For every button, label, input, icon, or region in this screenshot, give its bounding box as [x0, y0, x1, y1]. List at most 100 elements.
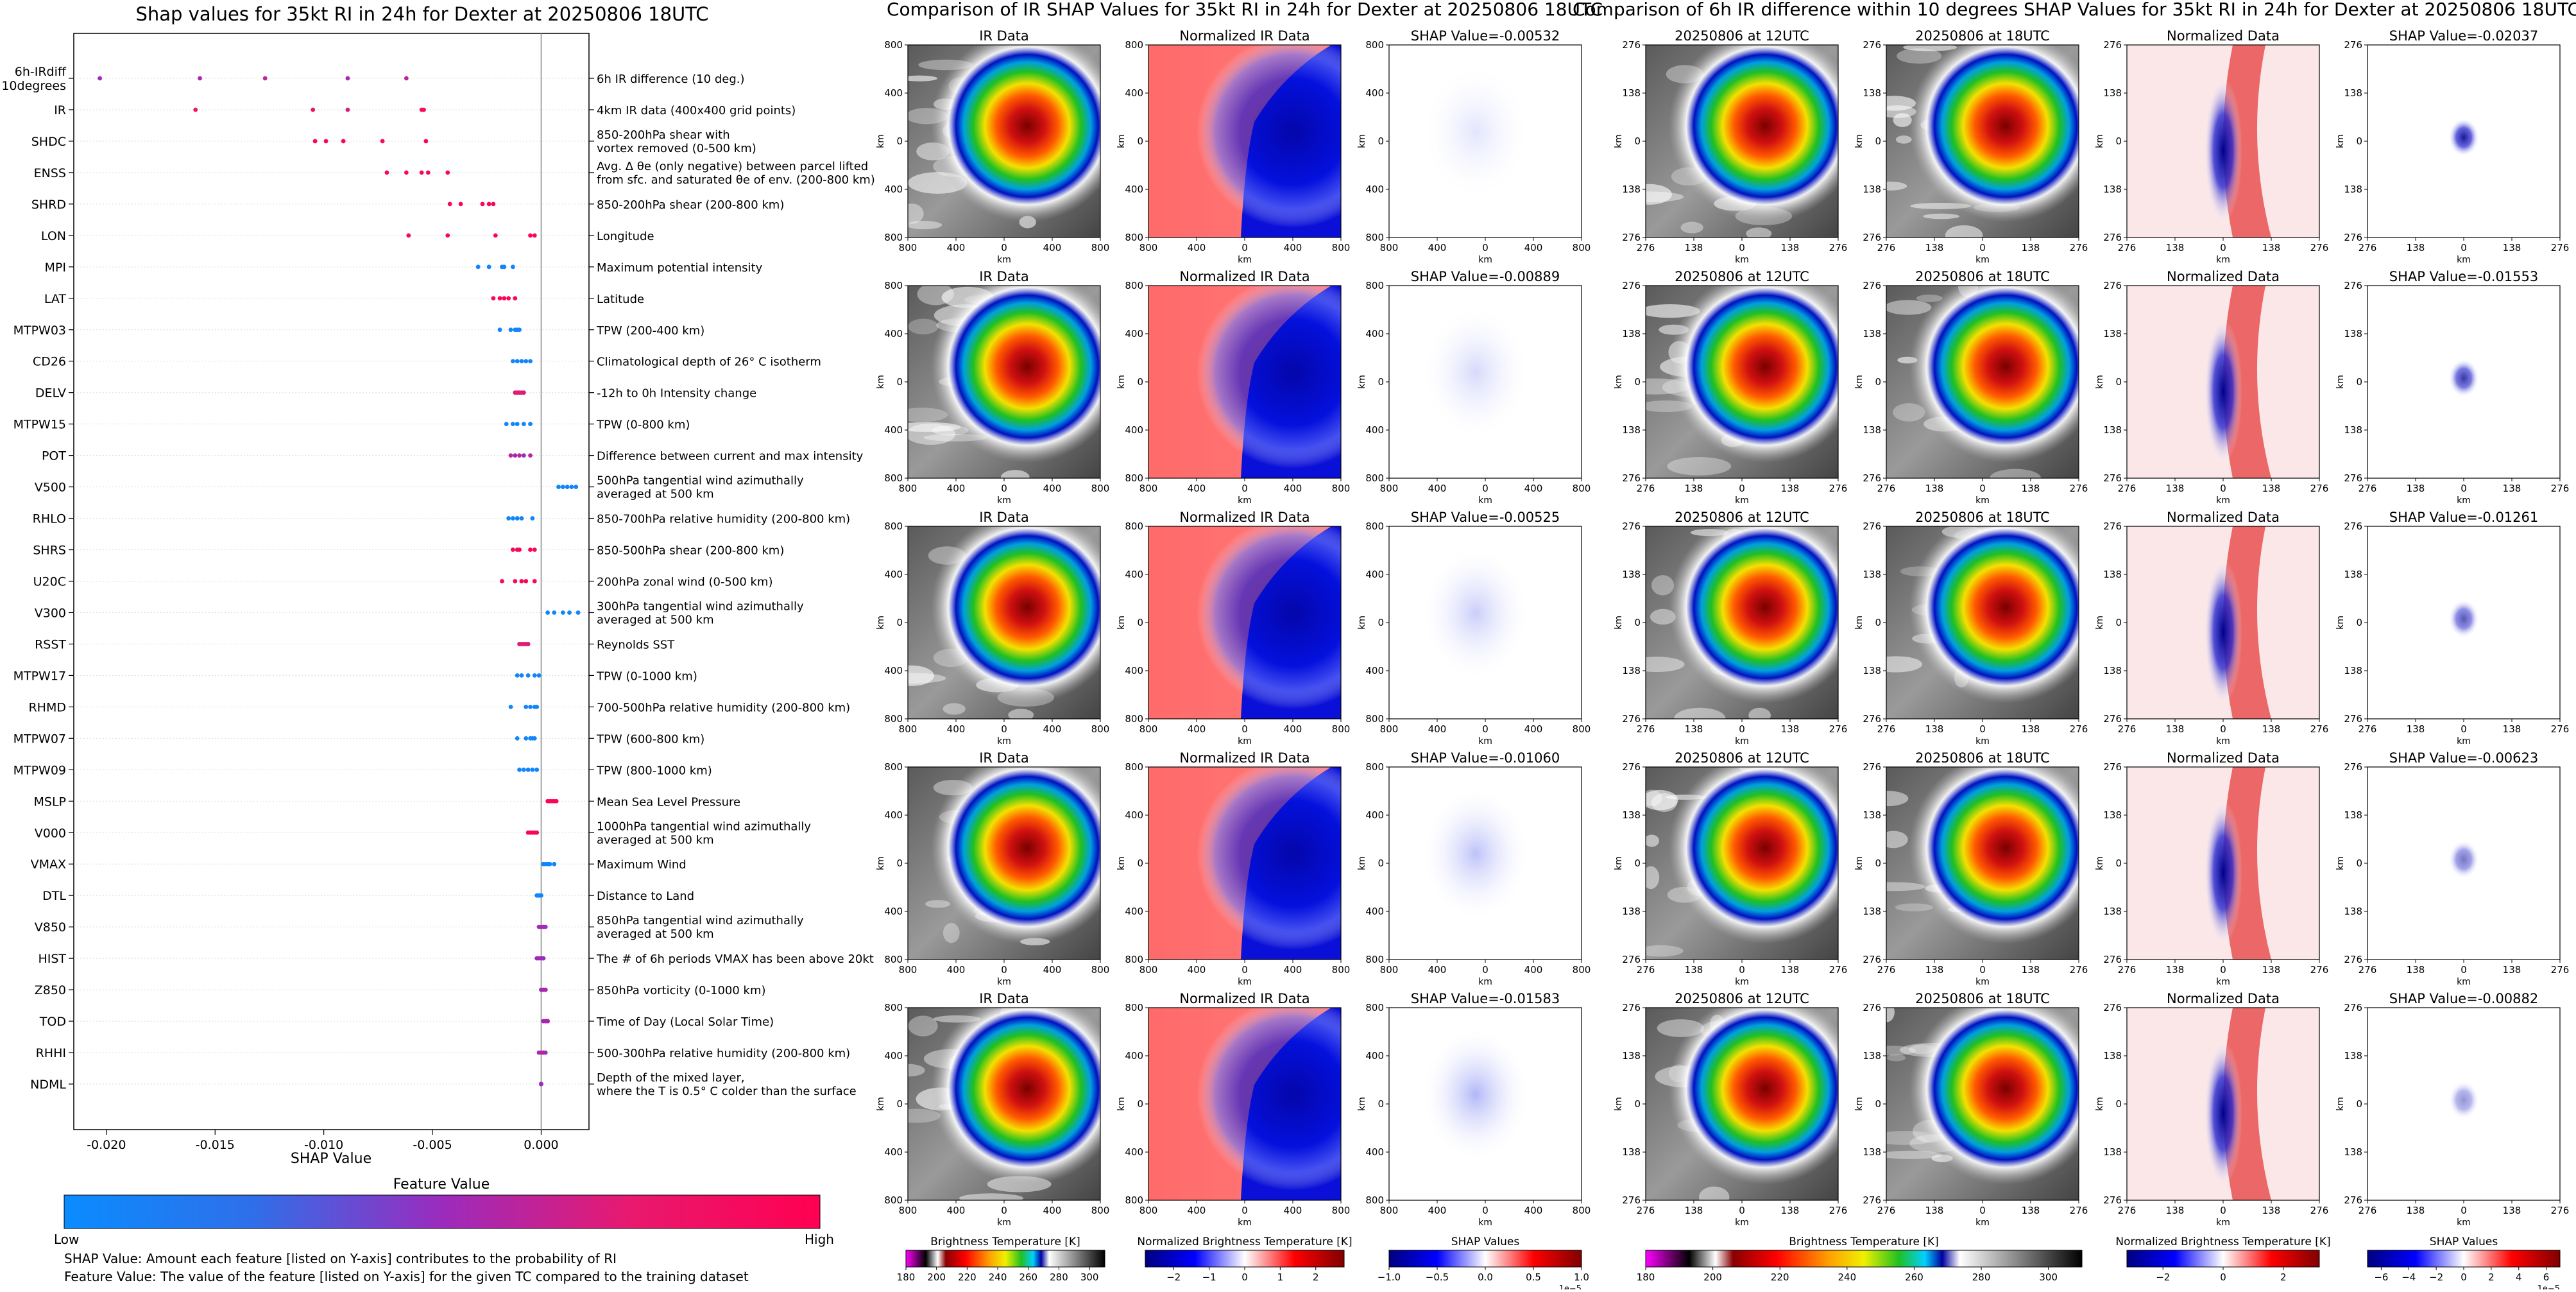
diff-shap-blob: [2448, 840, 2479, 879]
panel-x-tick-label: 0: [1241, 1205, 1248, 1216]
shap-point: [345, 107, 350, 112]
feature-description-label: 300hPa tangential wind azimuthally averag…: [597, 599, 804, 626]
panel-x-tick-label: 400: [947, 964, 966, 976]
colorbar-label: Brightness Temperature [K]: [930, 1236, 1080, 1248]
panel-y-tick-label: 400: [1125, 569, 1143, 580]
colorbar-label: Normalized Brightness Temperature [K]: [1137, 1236, 1352, 1248]
panel-y-tick-label: 800: [1365, 39, 1384, 51]
shap-point: [528, 453, 533, 458]
colorbar-label: SHAP Values: [1451, 1236, 1520, 1248]
panel-x-tick-label: 276: [2358, 964, 2377, 976]
panel-y-tick-label: 138: [2103, 87, 2122, 99]
panel-y-tick-label: 800: [1125, 1194, 1143, 1206]
panel-y-tick-label: 276: [2344, 1194, 2362, 1206]
shap-point: [475, 264, 481, 270]
panel-y-tick-label: 0: [2356, 617, 2362, 628]
panel-y-tick-label: 138: [1622, 906, 1641, 917]
panel-y-tick-label: 800: [1365, 521, 1384, 532]
shap-point: [515, 422, 520, 427]
panel-y-tick-label: 276: [2103, 280, 2122, 291]
panel-x-tick-label: 276: [2310, 964, 2329, 976]
shap-point: [504, 422, 509, 427]
panel-x-tick-label: 0: [1241, 242, 1248, 254]
panel-x-tick-label: 0: [2461, 964, 2467, 976]
panel-y-tick-label: 400: [884, 184, 903, 195]
shap-point: [524, 736, 529, 741]
panel-y-tick-label: 138: [1863, 906, 1881, 917]
panel-x-tick-label: 800: [1139, 964, 1158, 976]
panel-x-tick-label: 800: [1139, 242, 1158, 254]
ir-storm-core: [1886, 767, 2079, 960]
panel-y-label: km: [1116, 134, 1127, 148]
panel-x-label: km: [2457, 495, 2471, 506]
panel-title: SHAP Value=-0.01060: [1411, 750, 1560, 766]
panel-y-tick-label: 800: [1365, 761, 1384, 773]
panel-y-tick-label: 138: [1622, 184, 1641, 195]
diff-shap-blob: [2448, 1081, 2479, 1119]
panel-y-tick-label: 0: [1875, 857, 1881, 869]
colorbar-tick-label: 220: [958, 1271, 977, 1283]
feature-code-label: 6h-IRdiff 10degrees: [1, 65, 67, 93]
shap-point: [515, 359, 520, 364]
panel-y-tick-label: 0: [1137, 135, 1143, 147]
panel-y-tick-label: 138: [1622, 809, 1641, 821]
panel-x-label: km: [2216, 736, 2230, 746]
panel-title: 20250806 at 12UTC: [1675, 510, 1809, 525]
panel-title: SHAP Value=-0.01261: [2389, 510, 2539, 525]
shap-point: [554, 798, 559, 804]
shap-point: [543, 924, 548, 929]
panel-y-tick-label: 276: [2344, 954, 2362, 965]
panel-x-tick-label: 400: [1524, 1205, 1543, 1216]
panel-title: Normalized IR Data: [1179, 269, 1309, 284]
panel-y-tick-label: 400: [884, 1146, 903, 1158]
panel-x-label: km: [997, 977, 1011, 987]
feature-description-label: 200hPa zonal wind (0-500 km): [597, 576, 773, 589]
panel-x-tick-label: 800: [899, 483, 917, 494]
panel-x-tick-label: 400: [1043, 1205, 1062, 1216]
panel-x-tick-label: 400: [947, 483, 966, 494]
panel-y-tick-label: 276: [2103, 1194, 2122, 1206]
panel-x-tick-label: 400: [1524, 242, 1543, 254]
panel-x-tick-label: 276: [2118, 242, 2137, 254]
feature-code-label: SHDC: [31, 135, 66, 149]
shap-point: [506, 296, 511, 301]
feature-description-label: TPW (0-1000 km): [596, 669, 697, 683]
panel-y-tick-label: 800: [1125, 39, 1143, 51]
shap-point: [98, 76, 103, 81]
shap-blob: [1422, 1027, 1530, 1162]
panel-y-tick-label: 276: [2344, 472, 2362, 484]
panel-y-tick-label: 400: [884, 569, 903, 580]
colorbar-tick-label: 240: [989, 1271, 1007, 1283]
panel-title: 20250806 at 12UTC: [1675, 28, 1809, 44]
ir-storm-core: [908, 767, 1100, 960]
panel-x-tick-label: 138: [2166, 723, 2185, 735]
panel-x-tick-label: 138: [2166, 964, 2185, 976]
shap-point: [530, 767, 535, 772]
panel-y-tick-label: 800: [1125, 472, 1143, 484]
panel-x-tick-label: 276: [1829, 964, 1848, 976]
panel-y-label: km: [1614, 134, 1624, 148]
feature-description-label: Avg. Δ θe (only negative) between parcel…: [597, 160, 875, 187]
panel-title: 20250806 at 12UTC: [1675, 750, 1809, 766]
feature-code-label: SHRS: [33, 544, 66, 558]
panel-x-label: km: [2216, 255, 2230, 265]
panel-y-label: km: [876, 134, 886, 148]
panel-y-tick-label: 138: [1622, 1050, 1641, 1062]
x-tick-label: -0.015: [196, 1138, 235, 1152]
colorbar-tick-label: 1.0: [1574, 1271, 1589, 1283]
panel-y-tick-label: 400: [1365, 184, 1384, 195]
panel-x-tick-label: 138: [1685, 723, 1703, 735]
panel-x-tick-label: 400: [1284, 242, 1302, 254]
colorbar: [1388, 1250, 1582, 1268]
panel-y-tick-label: 0: [1137, 376, 1143, 388]
panel-x-tick-label: 400: [1428, 964, 1447, 976]
panel-x-tick-label: 800: [1139, 723, 1158, 735]
panel-x-tick-label: 800: [1139, 1205, 1158, 1216]
feature-description-label: Depth of the mixed layer, where the T is …: [597, 1071, 857, 1098]
panel-y-tick-label: 138: [1863, 328, 1881, 340]
